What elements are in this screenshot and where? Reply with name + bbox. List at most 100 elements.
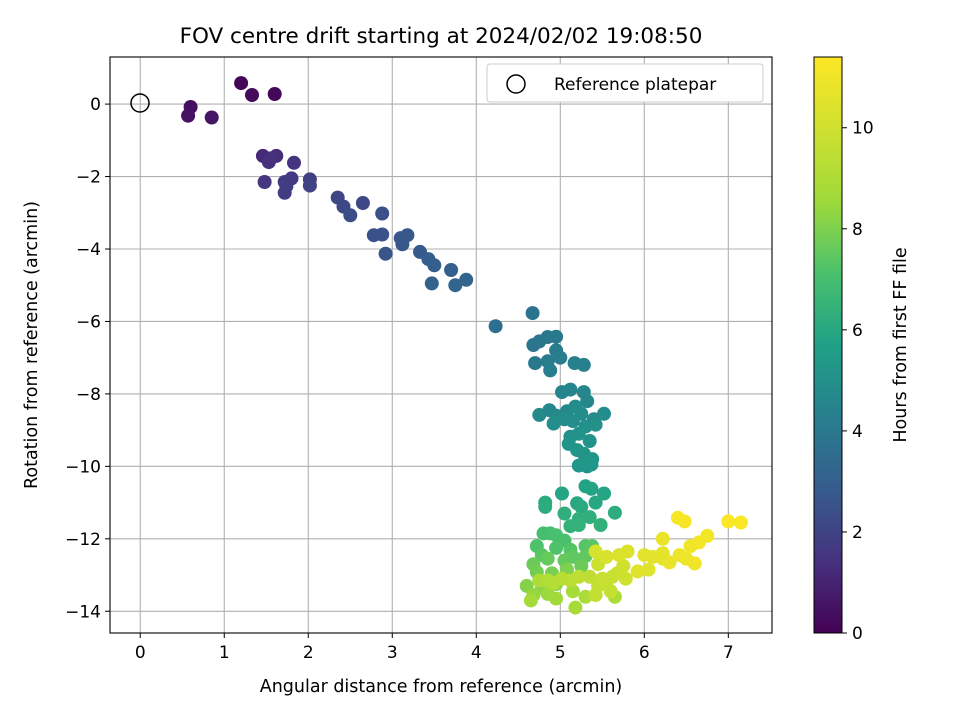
legend-box (486, 63, 764, 103)
data-point (687, 556, 702, 571)
data-point (580, 394, 595, 409)
colorbar-tick-label: 6 (852, 321, 863, 341)
data-point (525, 306, 540, 321)
data-point (677, 514, 692, 529)
x-tick-label: 7 (723, 643, 734, 663)
data-point (563, 382, 578, 397)
y-tick-label: −8 (76, 385, 101, 405)
y-tick-label: −2 (76, 168, 101, 188)
x-tick-label: 0 (135, 643, 146, 663)
data-point (523, 593, 538, 608)
colorbar-label: Hours from first FF file (891, 247, 911, 442)
data-point (204, 110, 219, 125)
data-point (630, 564, 645, 579)
data-point (378, 246, 393, 261)
data-point (257, 175, 272, 189)
data-point (287, 155, 301, 170)
data-point (571, 569, 586, 584)
data-point (607, 505, 622, 520)
colorbar-ticks: 0 2 4 6 8 10 (842, 119, 874, 644)
data-point (599, 549, 614, 564)
data-point (584, 457, 599, 472)
data-point (576, 357, 591, 372)
data-point (571, 426, 586, 441)
data-point (395, 237, 410, 252)
x-tick-label: 5 (555, 643, 566, 663)
data-point (597, 486, 611, 501)
data-point (721, 514, 736, 529)
data-point (597, 406, 611, 421)
x-tick-label: 4 (471, 643, 482, 663)
data-point (549, 591, 564, 606)
data-point (588, 588, 603, 602)
data-point (565, 414, 580, 429)
data-point (427, 258, 442, 273)
data-point (620, 544, 635, 559)
data-point (571, 518, 586, 532)
data-point (343, 208, 358, 223)
plot-frame (109, 56, 773, 634)
data-point (245, 88, 259, 102)
grid (110, 57, 772, 633)
data-point (582, 434, 597, 448)
x-tick-label: 3 (387, 643, 398, 663)
colorbar-tick-label: 0 (852, 624, 863, 644)
data-point (641, 562, 656, 577)
data-point (543, 363, 558, 378)
data-point (181, 108, 196, 123)
colorbar-tick-label: 4 (852, 422, 863, 442)
data-point (528, 356, 543, 371)
scatter-points (181, 76, 748, 615)
x-tick-label: 1 (219, 643, 230, 663)
x-tick-label: 2 (303, 643, 314, 663)
data-point (444, 263, 459, 277)
data-point (263, 151, 278, 166)
data-point (662, 555, 677, 570)
data-point (582, 510, 597, 525)
data-point (618, 571, 633, 586)
data-point (582, 569, 597, 584)
data-point (603, 584, 618, 599)
data-point (584, 481, 599, 496)
y-tick-label: −12 (65, 530, 101, 550)
chart-title: FOV centre drift starting at 2024/02/02 … (180, 24, 703, 49)
reference-point-marker (130, 93, 150, 113)
data-point (448, 278, 463, 293)
colorbar-tick-label: 2 (852, 523, 863, 543)
legend: Reference platepar (486, 63, 764, 103)
data-point (302, 178, 317, 193)
data-point (546, 416, 561, 431)
y-tick-label: 0 (90, 95, 101, 115)
data-point (700, 528, 715, 543)
data-point (588, 417, 603, 432)
data-point (267, 87, 282, 101)
data-point (565, 584, 580, 599)
y-axis-ticks: 0 −2 −4 −6 −8 −10 −12 −14 (65, 95, 110, 622)
data-point (570, 443, 585, 458)
y-tick-label: −4 (76, 240, 101, 260)
data-point (733, 515, 748, 530)
y-axis-label: Rotation from reference (arcmin) (22, 201, 42, 489)
legend-reference-marker (506, 74, 526, 94)
colorbar: 0 2 4 6 8 10 Hours from first FF file (813, 56, 911, 644)
colorbar-tick-label: 10 (852, 119, 874, 139)
data-point (655, 531, 670, 546)
data-point (355, 196, 370, 210)
data-point (553, 350, 568, 365)
x-axis-ticks: 0 1 2 3 4 5 6 7 (135, 633, 734, 663)
y-tick-label: −14 (65, 602, 101, 622)
data-point (588, 544, 603, 559)
colorbar-tick-label: 8 (852, 220, 863, 240)
data-point (574, 499, 589, 514)
data-point (538, 499, 553, 514)
data-point (488, 319, 503, 334)
data-point (555, 486, 569, 501)
legend-label-reference: Reference platepar (554, 75, 716, 95)
colorbar-gradient (813, 56, 843, 634)
data-point (532, 407, 547, 422)
x-tick-label: 6 (639, 643, 650, 663)
data-point (593, 518, 608, 532)
data-point (424, 276, 439, 291)
data-point (234, 76, 249, 91)
